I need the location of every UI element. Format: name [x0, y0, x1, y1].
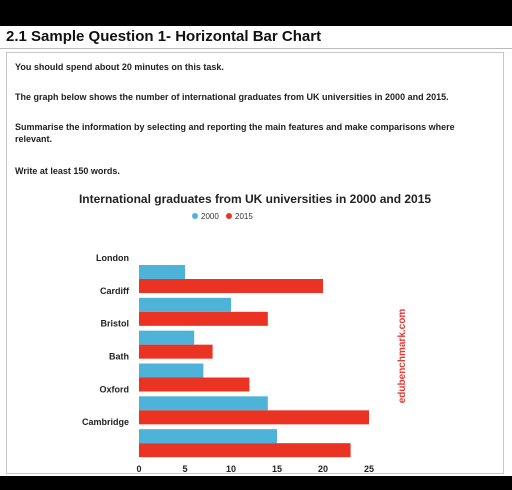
category-label-bath: Bath [109, 352, 129, 362]
task-summary-line-2: relevant. [15, 134, 53, 144]
bar-chart: edubenchmark.com International graduates … [79, 192, 431, 486]
bottom-bar [0, 476, 512, 490]
bar-london-2000 [139, 265, 185, 279]
category-label-london: London [96, 253, 129, 263]
bar-bath-2000 [139, 363, 204, 378]
x-tick-label-20: 20 [318, 464, 328, 474]
watermark-text: edubenchmark.com [397, 309, 408, 404]
bar-cambridge-2000 [139, 429, 277, 444]
task-description: The graph below shows the number of inte… [15, 92, 449, 102]
task-word-count: Write at least 150 words. [15, 166, 120, 176]
bar-cambridge-2015 [139, 443, 351, 458]
bar-bristol-2015 [139, 344, 213, 359]
bar-cardiff-2000 [139, 297, 231, 312]
bar-cardiff-2015 [139, 311, 268, 326]
category-label-cardiff: Cardiff [100, 286, 130, 296]
x-tick-label-5: 5 [182, 464, 187, 474]
task-instruction-time: You should spend about 20 minutes on thi… [15, 62, 224, 72]
page: 2.1 Sample Question 1- Horizontal Bar Ch… [0, 26, 512, 486]
chart-title: International graduates from UK universi… [79, 192, 431, 206]
category-label-oxford: Oxford [99, 384, 129, 394]
legend-label-2000: 2000 [201, 212, 219, 221]
bar-oxford-2000 [139, 396, 268, 411]
bar-oxford-2015 [139, 410, 369, 425]
legend-label-2015: 2015 [235, 212, 253, 221]
bar-london-2015 [139, 279, 323, 293]
legend-marker-2015 [226, 213, 232, 219]
x-tick-label-0: 0 [136, 464, 141, 474]
category-label-bristol: Bristol [100, 319, 129, 329]
task-summary-line-1: Summarise the information by selecting a… [15, 122, 455, 132]
x-tick-label-15: 15 [272, 464, 282, 474]
bar-bristol-2000 [139, 330, 195, 345]
legend-marker-2000 [192, 213, 198, 219]
x-tick-label-25: 25 [364, 464, 374, 474]
x-tick-label-10: 10 [226, 464, 236, 474]
heading-divider [0, 48, 512, 49]
bar-bath-2015 [139, 377, 250, 392]
page-heading: 2.1 Sample Question 1- Horizontal Bar Ch… [6, 28, 322, 45]
category-label-cambridge: Cambridge [82, 417, 129, 427]
